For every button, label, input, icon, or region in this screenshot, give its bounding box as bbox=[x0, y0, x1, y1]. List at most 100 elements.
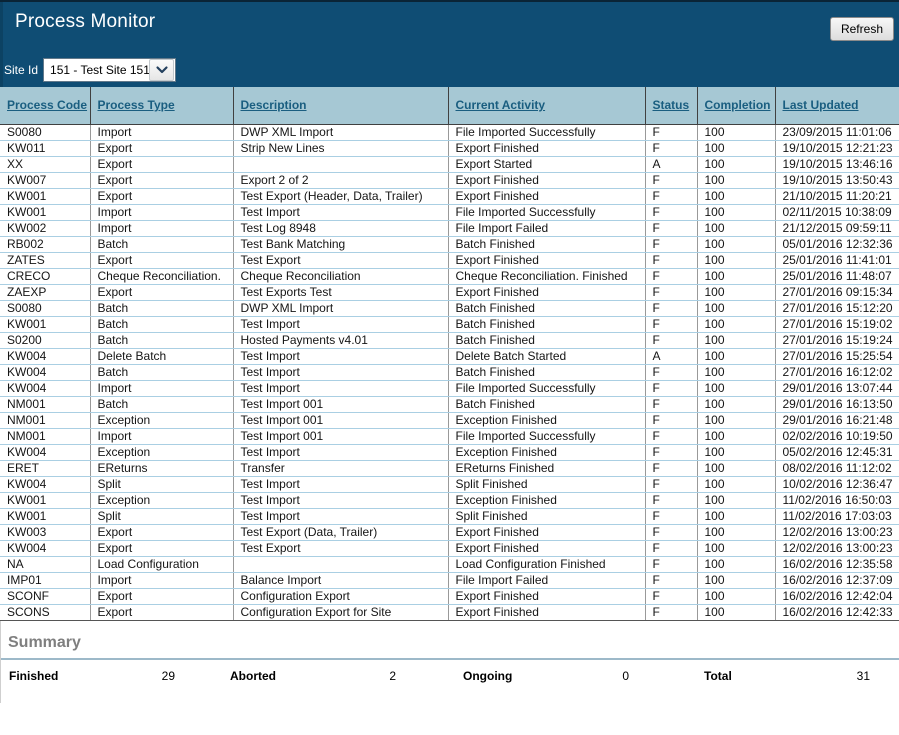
cell-status: F bbox=[645, 412, 698, 429]
cell-last-updated: 25/01/2016 11:48:07 bbox=[775, 268, 899, 285]
cell-status: F bbox=[645, 380, 698, 397]
table-row: KW001 Import Test Import File Imported Succ… bbox=[0, 204, 899, 221]
site-id-dropdown[interactable]: 151 - Test Site 151 bbox=[43, 58, 177, 82]
cell-process-type: Import bbox=[90, 572, 234, 589]
cell-current-activity: File Imported Successfully bbox=[448, 204, 646, 221]
cell-status: F bbox=[645, 460, 698, 477]
cell-completion: 100 bbox=[697, 220, 776, 237]
table-row: XX Export Export Started A 100 19/10/2015 13:… bbox=[0, 156, 899, 173]
cell-description: Transfer bbox=[233, 460, 449, 477]
cell-status: A bbox=[645, 348, 698, 365]
refresh-button[interactable]: Refresh bbox=[829, 17, 894, 41]
cell-last-updated: 05/02/2016 12:45:31 bbox=[775, 444, 899, 461]
cell-status: A bbox=[645, 156, 698, 173]
cell-process-type: Delete Batch bbox=[90, 348, 234, 365]
cell-completion: 100 bbox=[697, 268, 776, 285]
table-row: NM001 Import Test Import 001 File Imported … bbox=[0, 428, 899, 445]
summary-item-finished: Finished 29 bbox=[1, 669, 200, 683]
column-header-label[interactable]: Status bbox=[652, 98, 690, 113]
cell-current-activity: Export Finished bbox=[448, 604, 646, 621]
cell-completion: 100 bbox=[697, 364, 776, 381]
column-header-last-updated[interactable]: Last Updated bbox=[775, 87, 899, 125]
summary-label: Total bbox=[704, 668, 732, 683]
summary-label: Finished bbox=[9, 668, 59, 683]
cell-process-code: ERET bbox=[0, 460, 91, 477]
table-row: IMP01 Import Balance Import File Import Fai… bbox=[0, 572, 899, 589]
chevron-down-icon[interactable] bbox=[149, 59, 175, 81]
cell-process-type: Batch bbox=[90, 332, 234, 349]
table-row: KW002 Import Test Log 8948 File Import Fail… bbox=[0, 220, 899, 237]
cell-status: F bbox=[645, 572, 698, 589]
cell-process-type: Exception bbox=[90, 492, 234, 509]
table-row: SCONF Export Configuration Export Export Fi… bbox=[0, 588, 899, 605]
cell-last-updated: 19/10/2015 13:50:43 bbox=[775, 172, 899, 189]
column-header-current-activity[interactable]: Current Activity bbox=[448, 87, 646, 125]
column-header-completion[interactable]: Completion bbox=[697, 87, 776, 125]
table-row: KW001 Batch Test Import Batch Finished F 100 2… bbox=[0, 316, 899, 333]
cell-last-updated: 16/02/2016 12:42:33 bbox=[775, 604, 899, 621]
cell-status: F bbox=[645, 268, 698, 285]
cell-description: Strip New Lines bbox=[233, 140, 449, 157]
cell-completion: 100 bbox=[697, 300, 776, 317]
cell-completion: 100 bbox=[697, 236, 776, 253]
column-header-process-type[interactable]: Process Type bbox=[90, 87, 234, 125]
cell-description bbox=[233, 556, 449, 573]
cell-last-updated: 27/01/2016 09:15:34 bbox=[775, 284, 899, 301]
cell-description: Test Import 001 bbox=[233, 428, 449, 445]
cell-current-activity: Load Configuration Finished bbox=[448, 556, 646, 573]
cell-process-code: KW001 bbox=[0, 204, 91, 221]
table-row: KW001 Exception Test Import Exception Finis… bbox=[0, 492, 899, 509]
cell-status: F bbox=[645, 140, 698, 157]
cell-last-updated: 21/10/2015 11:20:21 bbox=[775, 188, 899, 205]
cell-description: Test Import bbox=[233, 380, 449, 397]
column-header-label[interactable]: Current Activity bbox=[455, 98, 546, 113]
table-row: KW001 Split Test Import Split Finished F 100 1… bbox=[0, 508, 899, 525]
cell-process-code: KW002 bbox=[0, 220, 91, 237]
cell-description: Test Export (Data, Trailer) bbox=[233, 524, 449, 541]
column-header-description[interactable]: Description bbox=[233, 87, 449, 125]
cell-process-code: KW001 bbox=[0, 508, 91, 525]
cell-process-type: Export bbox=[90, 188, 234, 205]
cell-status: F bbox=[645, 172, 698, 189]
cell-last-updated: 16/02/2016 12:37:09 bbox=[775, 572, 899, 589]
column-header-label[interactable]: Process Type bbox=[97, 98, 175, 113]
cell-process-type: Import bbox=[90, 204, 234, 221]
table-row: ERET EReturns Transfer EReturns Finished F 10… bbox=[0, 460, 899, 477]
cell-last-updated: 19/10/2015 13:46:16 bbox=[775, 156, 899, 173]
site-id-row: Site Id 151 - Test Site 151 bbox=[4, 58, 177, 82]
cell-description bbox=[233, 156, 449, 173]
cell-process-code: KW001 bbox=[0, 316, 91, 333]
table-row: KW004 Delete Batch Test Import Delete Batch… bbox=[0, 348, 899, 365]
cell-description: Hosted Payments v4.01 bbox=[233, 332, 449, 349]
table-row: KW001 Export Test Export (Header, Data, Tr… bbox=[0, 188, 899, 205]
cell-completion: 100 bbox=[697, 476, 776, 493]
cell-process-type: Exception bbox=[90, 444, 234, 461]
cell-process-type: Export bbox=[90, 524, 234, 541]
cell-last-updated: 23/09/2015 11:01:06 bbox=[775, 124, 899, 141]
cell-last-updated: 27/01/2016 15:19:02 bbox=[775, 316, 899, 333]
cell-process-type: Import bbox=[90, 428, 234, 445]
column-header-status[interactable]: Status bbox=[645, 87, 698, 125]
cell-last-updated: 29/01/2016 16:13:50 bbox=[775, 396, 899, 413]
cell-last-updated: 16/02/2016 12:35:58 bbox=[775, 556, 899, 573]
cell-current-activity: Batch Finished bbox=[448, 300, 646, 317]
cell-current-activity: Batch Finished bbox=[448, 316, 646, 333]
cell-last-updated: 27/01/2016 15:19:24 bbox=[775, 332, 899, 349]
cell-current-activity: Batch Finished bbox=[448, 332, 646, 349]
cell-completion: 100 bbox=[697, 508, 776, 525]
column-header-process-code[interactable]: Process Code bbox=[0, 87, 91, 125]
cell-process-type: Load Configuration bbox=[90, 556, 234, 573]
cell-process-code: S0080 bbox=[0, 124, 91, 141]
column-header-label[interactable]: Completion bbox=[704, 98, 771, 113]
summary-value: 31 bbox=[856, 668, 870, 683]
summary-value: 0 bbox=[622, 668, 629, 683]
table-row: S0200 Batch Hosted Payments v4.01 Batch Fin… bbox=[0, 332, 899, 349]
cell-description: Test Import 001 bbox=[233, 396, 449, 413]
column-header-label[interactable]: Description bbox=[240, 98, 307, 113]
cell-process-type: Split bbox=[90, 508, 234, 525]
cell-process-type: Export bbox=[90, 172, 234, 189]
column-header-label[interactable]: Last Updated bbox=[782, 98, 859, 113]
column-header-label[interactable]: Process Code bbox=[7, 98, 88, 113]
cell-completion: 100 bbox=[697, 140, 776, 157]
cell-process-type: Split bbox=[90, 476, 234, 493]
